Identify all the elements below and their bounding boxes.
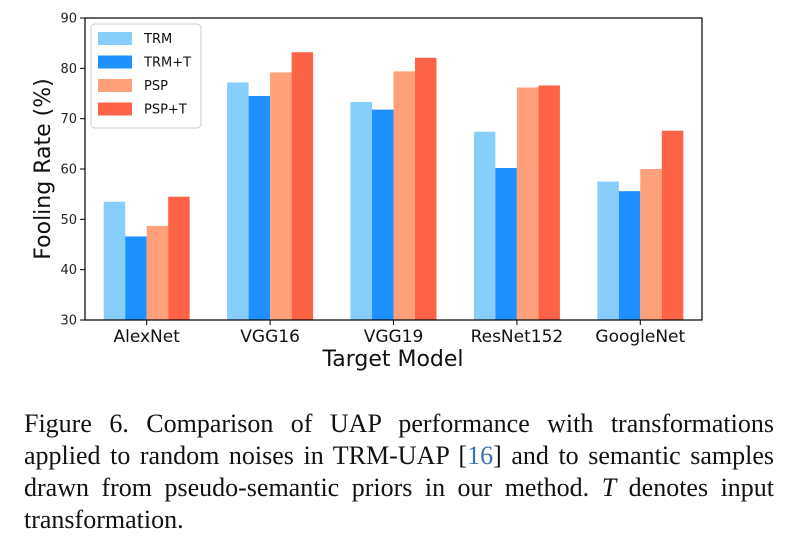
bar-trm-vgg19 <box>350 102 372 320</box>
figure-caption: Figure 6. Comparison of UAP performance … <box>24 408 774 536</box>
bar-psp-resnet152 <box>516 87 539 321</box>
caption-text-3: denotes input transformation. <box>24 473 775 534</box>
y-tick-label: 40 <box>60 263 77 278</box>
y-axis-title: Fooling Rate (%) <box>31 78 56 259</box>
legend: TRM TRM+T PSP PSP+T <box>90 23 202 129</box>
x-tick-label: ResNet152 <box>471 327 564 347</box>
bar-psp-vgg16 <box>270 72 292 320</box>
x-tick-label: VGG16 <box>240 327 300 347</box>
bar-psp-plus-t-resnet152 <box>538 85 560 321</box>
y-tick-label: 60 <box>60 163 77 178</box>
bar-psp-googlenet <box>640 169 662 320</box>
y-tick-label: 70 <box>60 112 77 127</box>
bar-psp-plus-t-vgg16 <box>291 52 314 321</box>
legend-label: TRM+T <box>143 56 191 71</box>
caption-math-symbol: T <box>601 473 617 502</box>
caption-label: Figure 6. <box>24 409 129 438</box>
bar-trm-vgg16 <box>227 82 249 320</box>
y-tick-label: 90 <box>60 12 77 27</box>
bar-psp-alexnet <box>146 225 169 320</box>
caption-text-2: ] and to semantic samples drawn from pse… <box>24 441 774 502</box>
bar-trm-plus-t-vgg16 <box>248 96 271 321</box>
bars-layer <box>103 52 684 321</box>
bar-trm-googlenet <box>597 181 619 320</box>
caption-text-1: Comparison of UAP performance with trans… <box>24 409 774 470</box>
bar-psp-vgg19 <box>393 71 415 320</box>
legend-label: TRM <box>143 32 172 47</box>
bar-trm-plus-t-googlenet <box>618 191 641 320</box>
bar-trm-alexnet <box>103 201 126 320</box>
legend-swatch <box>98 55 132 69</box>
x-axis-title: Target Model <box>321 347 463 372</box>
y-tick-label: 30 <box>60 314 77 329</box>
caption-citation-link[interactable]: 16 <box>467 441 494 470</box>
bar-psp-plus-t-vgg19 <box>415 57 437 320</box>
bar-psp-plus-t-googlenet <box>661 130 684 320</box>
legend-swatch <box>98 32 132 45</box>
x-tick-label: VGG19 <box>364 327 424 347</box>
bar-chart: 30 40 50 60 70 80 90 AlexNet VGG16 VGG19 ResNet15… <box>31 12 703 372</box>
legend-frame <box>90 23 202 129</box>
x-tick-label: GoogleNet <box>595 327 685 347</box>
legend-label: PSP+T <box>144 103 187 118</box>
bar-trm-plus-t-resnet152 <box>495 167 517 320</box>
x-tick-label: AlexNet <box>113 327 180 347</box>
legend-label: PSP <box>144 79 168 94</box>
y-tick-label: 50 <box>60 213 77 228</box>
y-axis-ticks: 30 40 50 60 70 80 90 <box>60 12 85 329</box>
bar-trm-plus-t-alexnet <box>125 236 147 320</box>
bar-trm-resnet152 <box>473 131 496 320</box>
legend-swatch <box>98 102 132 116</box>
bar-psp-plus-t-alexnet <box>168 196 190 320</box>
y-tick-label: 80 <box>60 62 77 77</box>
x-axis-ticks: AlexNet VGG16 VGG19 ResNet152 GoogleNet <box>113 320 686 347</box>
legend-swatch <box>98 79 132 92</box>
bar-trm-plus-t-vgg19 <box>372 109 394 321</box>
